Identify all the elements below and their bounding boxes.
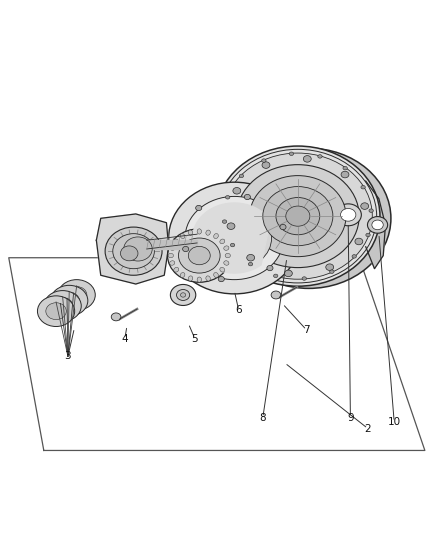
Text: 4: 4: [121, 334, 128, 344]
Ellipse shape: [262, 162, 270, 168]
Ellipse shape: [170, 246, 175, 251]
Ellipse shape: [302, 277, 307, 280]
Ellipse shape: [276, 198, 320, 235]
Ellipse shape: [214, 272, 219, 278]
Ellipse shape: [174, 239, 179, 244]
Ellipse shape: [124, 237, 152, 261]
Ellipse shape: [188, 246, 210, 265]
Ellipse shape: [361, 203, 369, 209]
Ellipse shape: [218, 277, 224, 282]
Ellipse shape: [248, 262, 253, 266]
Ellipse shape: [196, 205, 202, 211]
Ellipse shape: [214, 233, 219, 239]
Ellipse shape: [372, 220, 383, 230]
Text: 2: 2: [364, 424, 371, 433]
Ellipse shape: [367, 216, 388, 233]
Ellipse shape: [223, 220, 227, 223]
Text: 6: 6: [235, 305, 242, 316]
Ellipse shape: [361, 185, 365, 189]
Ellipse shape: [44, 290, 81, 321]
Ellipse shape: [169, 182, 300, 294]
Ellipse shape: [271, 291, 281, 299]
Ellipse shape: [170, 285, 196, 305]
Ellipse shape: [168, 229, 231, 282]
Ellipse shape: [330, 270, 334, 273]
Ellipse shape: [233, 188, 241, 194]
Ellipse shape: [289, 152, 293, 156]
Ellipse shape: [111, 313, 121, 321]
Ellipse shape: [53, 297, 73, 314]
Ellipse shape: [247, 254, 254, 261]
Polygon shape: [193, 203, 270, 273]
Ellipse shape: [168, 253, 173, 258]
Ellipse shape: [343, 166, 347, 170]
Ellipse shape: [206, 230, 210, 235]
Ellipse shape: [304, 156, 311, 162]
Ellipse shape: [273, 274, 278, 278]
Ellipse shape: [267, 265, 273, 271]
Ellipse shape: [206, 276, 210, 281]
Ellipse shape: [250, 175, 346, 257]
Ellipse shape: [183, 246, 189, 252]
Ellipse shape: [318, 155, 322, 158]
Ellipse shape: [341, 171, 349, 178]
Ellipse shape: [188, 276, 193, 281]
Ellipse shape: [197, 229, 201, 234]
Ellipse shape: [225, 253, 230, 258]
Ellipse shape: [180, 272, 185, 278]
Ellipse shape: [280, 224, 286, 230]
Text: 7: 7: [303, 325, 310, 335]
Ellipse shape: [237, 165, 359, 268]
Text: 8: 8: [259, 413, 266, 423]
Ellipse shape: [244, 195, 251, 200]
Ellipse shape: [46, 303, 66, 320]
Text: 3: 3: [64, 351, 71, 361]
Ellipse shape: [352, 255, 357, 258]
Text: 9: 9: [347, 413, 354, 423]
Ellipse shape: [239, 174, 244, 177]
Ellipse shape: [170, 261, 175, 265]
Ellipse shape: [263, 187, 333, 246]
Ellipse shape: [261, 159, 266, 163]
Ellipse shape: [37, 296, 74, 327]
Ellipse shape: [224, 246, 229, 251]
Ellipse shape: [284, 270, 292, 277]
Ellipse shape: [197, 207, 272, 269]
Polygon shape: [366, 181, 385, 269]
Text: 10: 10: [388, 417, 401, 427]
Ellipse shape: [67, 287, 87, 303]
Polygon shape: [96, 214, 169, 284]
Ellipse shape: [174, 268, 179, 272]
Ellipse shape: [220, 239, 225, 244]
Ellipse shape: [224, 261, 229, 265]
Ellipse shape: [179, 238, 220, 273]
Ellipse shape: [59, 292, 79, 309]
Ellipse shape: [341, 208, 356, 221]
Ellipse shape: [223, 153, 372, 279]
Ellipse shape: [366, 233, 370, 237]
Ellipse shape: [230, 243, 235, 247]
Ellipse shape: [51, 285, 88, 316]
Ellipse shape: [120, 246, 138, 261]
Ellipse shape: [188, 230, 193, 235]
Ellipse shape: [286, 206, 310, 226]
Ellipse shape: [197, 277, 201, 282]
Ellipse shape: [105, 227, 162, 275]
Ellipse shape: [227, 223, 235, 229]
Ellipse shape: [220, 268, 225, 272]
Ellipse shape: [216, 146, 380, 286]
Ellipse shape: [185, 197, 284, 280]
Ellipse shape: [326, 264, 334, 270]
Ellipse shape: [180, 233, 185, 239]
Ellipse shape: [180, 293, 186, 297]
Ellipse shape: [369, 209, 373, 213]
Ellipse shape: [227, 148, 391, 288]
Ellipse shape: [335, 204, 361, 226]
Ellipse shape: [177, 289, 190, 301]
Ellipse shape: [113, 233, 154, 269]
Ellipse shape: [355, 238, 363, 245]
Ellipse shape: [58, 280, 95, 310]
Text: 5: 5: [191, 334, 198, 344]
Ellipse shape: [226, 196, 230, 199]
